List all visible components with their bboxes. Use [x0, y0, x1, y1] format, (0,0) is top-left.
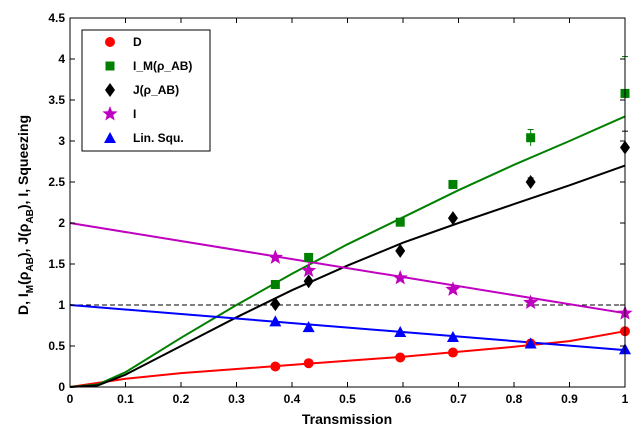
- x-tick-label: 0.2: [173, 392, 190, 406]
- data-point-d: [303, 358, 314, 369]
- x-tick-label: 0.7: [450, 392, 467, 406]
- data-point-lin-squ: [269, 315, 282, 327]
- x-tick-label: 0: [67, 392, 74, 406]
- markers-layer: [267, 56, 633, 372]
- data-point-i: [445, 281, 461, 296]
- x-tick-label: 1: [622, 392, 629, 406]
- y-tick-label: 3.5: [48, 93, 65, 107]
- data-point-lin-squ: [524, 337, 537, 349]
- x-tick-label: 0.4: [284, 392, 301, 406]
- legend-marker-i-m-ab: [105, 61, 115, 71]
- data-point-lin-squ: [446, 330, 459, 342]
- y-tick-label: 2: [58, 216, 65, 230]
- legend-label-im: I_M(ρ_AB): [133, 59, 192, 73]
- curves-layer: [69, 115, 626, 388]
- data-point-d: [270, 361, 281, 372]
- data-point-d: [395, 352, 406, 363]
- y-tick-label: 1: [58, 298, 65, 312]
- legend-marker-lin-squ: [104, 132, 116, 143]
- data-point-j-ab: [395, 243, 406, 258]
- x-axis-label: Transmission: [302, 411, 392, 427]
- ticks-layer: 0 0.1 0.2 0.3 0.4 0.5 0.6 0.7 0.8 0.9 1 0 0.5 1 1.5 2 2.…: [48, 11, 628, 406]
- x-tick-label: 0.9: [561, 392, 578, 406]
- data-point-i: [301, 262, 317, 278]
- y-axis-label: D, IM(ρAB), J(ρAB), I, Squeezing: [15, 115, 36, 315]
- data-point-i-m-ab: [304, 252, 314, 262]
- data-point-i-m-ab: [448, 179, 458, 189]
- x-tick-label: 0.3: [228, 392, 245, 406]
- data-point-lin-squ: [394, 326, 407, 338]
- data-point-j-ab: [525, 175, 536, 189]
- legend-label-d: D: [133, 35, 142, 49]
- data-point-d: [447, 347, 458, 358]
- y-tick-label: 3: [58, 134, 65, 148]
- legend-label-j: J(ρ_AB): [133, 83, 179, 97]
- series-line-j-ab: [69, 164, 626, 388]
- x-tick-label: 0.8: [506, 392, 523, 406]
- legend-label-i: I: [133, 107, 136, 121]
- legend-box: [81, 29, 211, 152]
- legend-marker-d: [105, 37, 115, 47]
- data-point-i: [392, 269, 408, 285]
- legend-label-lin-squ: Lin. Squ.: [133, 131, 184, 145]
- series-line-lin-squ: [69, 304, 626, 352]
- data-point-j-ab: [447, 211, 458, 226]
- y-tick-label: 2.5: [48, 175, 65, 189]
- legend: D I_M(ρ_AB) J(ρ_AB) I Lin. Squ.: [81, 29, 211, 152]
- series-line-i: [69, 222, 626, 315]
- data-point-i: [267, 249, 283, 264]
- legend-markers: [102, 37, 118, 143]
- legend-marker-i: [102, 106, 118, 121]
- legend-marker-j-ab: [105, 83, 115, 97]
- series-line-i-m-ab: [69, 115, 626, 388]
- y-tick-label: 0: [58, 380, 65, 394]
- data-point-j-ab: [270, 297, 281, 312]
- x-tick-label: 0.5: [339, 392, 356, 406]
- x-tick-label: 0.6: [395, 392, 412, 406]
- y-tick-label: 4.5: [48, 11, 65, 25]
- data-point-i-m-ab: [526, 133, 536, 143]
- series-line-d: [69, 330, 626, 388]
- y-tick-label: 1.5: [48, 257, 65, 271]
- data-point-j-ab: [303, 274, 314, 289]
- y-tick-label: 0.5: [48, 339, 65, 353]
- x-tick-label: 0.1: [117, 392, 134, 406]
- data-point-i: [523, 294, 539, 310]
- y-tick-label: 4: [58, 52, 65, 66]
- data-point-lin-squ: [302, 321, 315, 333]
- data-point-i-m-ab: [270, 280, 280, 289]
- data-point-i-m-ab: [395, 217, 405, 227]
